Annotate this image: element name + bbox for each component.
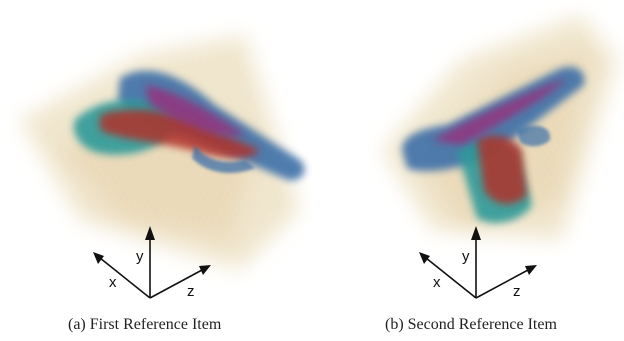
figure-caption-b: (b) Second Reference Item bbox=[385, 316, 557, 333]
axis-label-y: y bbox=[136, 248, 144, 265]
figure-panel-a: y x z (a) First Reference Item bbox=[20, 35, 305, 333]
axis-label-x: x bbox=[109, 274, 117, 291]
axis-triad-a bbox=[93, 226, 211, 299]
figure-caption-a: (a) First Reference Item bbox=[68, 316, 222, 333]
pistol-object-a bbox=[73, 70, 305, 181]
axis-label-z: z bbox=[513, 283, 521, 300]
axis-label-z: z bbox=[187, 283, 195, 300]
axis-triad-b bbox=[419, 226, 537, 299]
volume-render-b: y x z bbox=[382, 15, 617, 300]
pistol-object-b bbox=[402, 66, 585, 223]
volume-render-a: y x z bbox=[20, 35, 305, 300]
axis-label-x: x bbox=[433, 274, 441, 291]
axis-label-y: y bbox=[462, 248, 470, 265]
figure-panel-b: y x z (b) Second Reference Item bbox=[312, 0, 624, 341]
